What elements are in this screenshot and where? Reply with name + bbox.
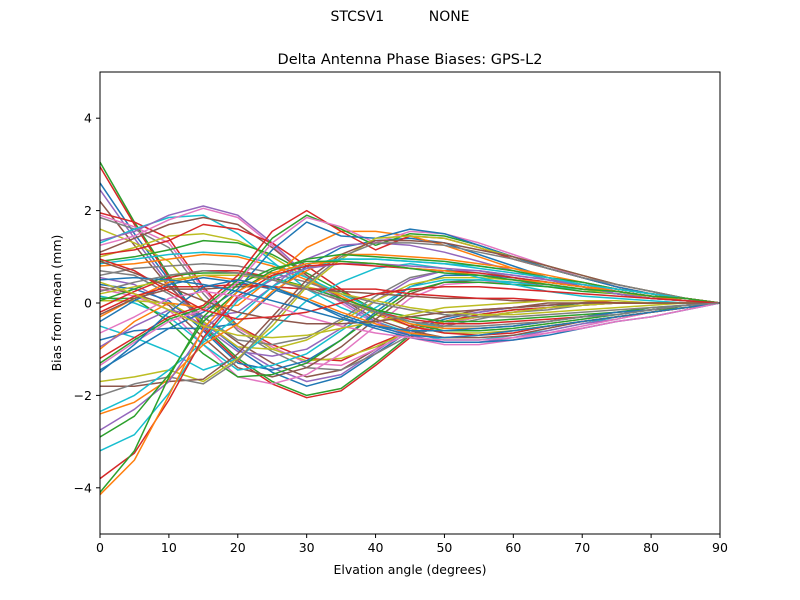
series-line-60 bbox=[99, 269, 721, 327]
x-tick-label: 20 bbox=[230, 540, 246, 555]
y-axis-label: Bias from mean (mm) bbox=[49, 235, 64, 372]
y-axis-ticks: −4 −2 0 2 4 bbox=[74, 111, 100, 495]
series-line-35 bbox=[99, 262, 720, 371]
x-tick-label: 10 bbox=[161, 540, 177, 555]
x-tick-label: 30 bbox=[299, 540, 315, 555]
y-tick-label: 2 bbox=[84, 203, 92, 218]
series-line-58 bbox=[99, 258, 721, 320]
x-tick-label: 50 bbox=[436, 540, 452, 555]
chart-title: Delta Antenna Phase Biases: GPS-L2 bbox=[278, 52, 543, 68]
series-line-32 bbox=[99, 274, 720, 316]
series-line-55 bbox=[99, 290, 721, 341]
y-tick-label: −2 bbox=[74, 388, 92, 403]
series-line-31 bbox=[99, 262, 721, 318]
figure-suptitle: STCSV1 NONE bbox=[330, 9, 470, 25]
series-line-28 bbox=[99, 276, 721, 339]
series-line-59 bbox=[99, 276, 721, 332]
x-axis-ticks: 0 10 20 30 40 50 60 70 80 90 bbox=[96, 534, 728, 555]
series-line-50 bbox=[99, 258, 721, 452]
x-tick-label: 90 bbox=[712, 540, 728, 555]
series-line-42 bbox=[99, 221, 721, 371]
y-tick-label: 4 bbox=[84, 111, 92, 126]
series-line-56 bbox=[99, 281, 720, 339]
x-tick-label: 60 bbox=[505, 540, 521, 555]
x-axis-label: Elvation angle (degrees) bbox=[333, 562, 486, 577]
y-tick-label: 0 bbox=[84, 296, 92, 311]
x-tick-label: 0 bbox=[96, 540, 104, 555]
x-tick-label: 40 bbox=[368, 540, 384, 555]
x-tick-label: 80 bbox=[643, 540, 659, 555]
series-line-57 bbox=[99, 260, 720, 325]
y-tick-label: −4 bbox=[74, 480, 92, 495]
series-line-45 bbox=[99, 242, 721, 397]
series-line-53 bbox=[99, 260, 721, 493]
x-tick-label: 70 bbox=[574, 540, 590, 555]
series-lines bbox=[99, 161, 721, 496]
